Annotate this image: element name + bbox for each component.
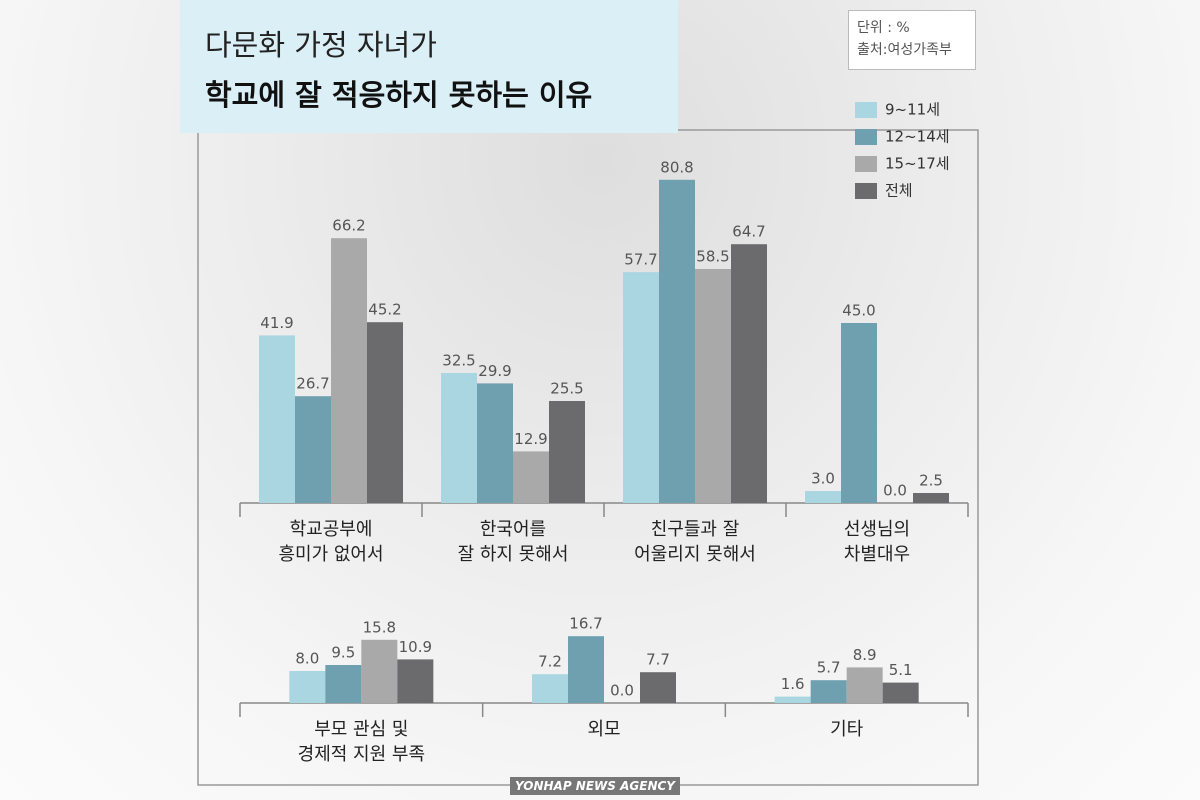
- data-label: 8.9: [853, 646, 877, 664]
- bar: [568, 636, 604, 703]
- data-label: 0.0: [883, 482, 907, 500]
- bar: [477, 383, 513, 503]
- unit-box: 단위 : % 출처:여성가족부: [848, 10, 976, 70]
- bar: [259, 335, 295, 503]
- legend-swatch: [855, 183, 877, 199]
- bar: [513, 451, 549, 503]
- bar: [882, 682, 919, 703]
- data-label: 5.1: [889, 661, 913, 679]
- data-label: 41.9: [260, 314, 293, 332]
- bar: [640, 672, 676, 703]
- title-box: [180, 0, 678, 133]
- bar: [810, 680, 847, 703]
- data-label: 25.5: [550, 380, 583, 398]
- data-label: 8.0: [295, 650, 319, 668]
- data-label: 7.7: [646, 651, 670, 669]
- data-label: 58.5: [696, 248, 729, 266]
- credit: YONHAP NEWS AGENCY: [510, 777, 680, 795]
- legend-swatch: [855, 102, 877, 118]
- legend-label: 15~17세: [885, 155, 950, 173]
- bar: [659, 179, 695, 504]
- data-label: 9.5: [331, 644, 355, 662]
- bar: [325, 665, 362, 703]
- bar: [846, 667, 883, 703]
- legend-label: 12~14세: [885, 128, 950, 146]
- data-label: 15.8: [363, 618, 396, 636]
- title-line: 다문화 가정 자녀가: [205, 28, 437, 62]
- data-label: 0.0: [610, 682, 634, 700]
- bar: [289, 671, 326, 703]
- x-tick-label: 선생님의 차별대우: [843, 519, 911, 565]
- legend-label: 전체: [885, 182, 913, 200]
- x-tick-label: 학교공부에 흥미가 없어서: [278, 519, 384, 565]
- bar: [397, 659, 434, 703]
- bar: [295, 396, 331, 503]
- source: 출처:여성가족부: [857, 42, 952, 58]
- data-label: 57.7: [624, 251, 657, 269]
- bar: [549, 401, 585, 503]
- x-tick-label: 외모: [587, 719, 621, 740]
- legend-swatch: [855, 156, 877, 172]
- bar: [361, 639, 398, 703]
- data-label: 12.9: [514, 430, 547, 448]
- bar: [623, 272, 659, 503]
- data-label: 1.6: [781, 675, 805, 693]
- data-label: 32.5: [442, 352, 475, 370]
- x-tick-label: 친구들과 잘 어울리지 못해서: [634, 519, 756, 565]
- data-label: 5.7: [817, 659, 841, 677]
- bar: [331, 238, 367, 503]
- x-tick-label: 기타: [830, 719, 864, 740]
- bar: [695, 269, 731, 503]
- legend-label: 9~11세: [885, 101, 940, 119]
- data-label: 45.0: [842, 302, 875, 320]
- x-tick-label: 부모 관심 및 경제적 지원 부족: [297, 719, 426, 765]
- bar: [841, 323, 877, 503]
- data-label: 64.7: [732, 223, 765, 241]
- data-label: 16.7: [569, 615, 602, 633]
- data-label: 10.9: [399, 638, 432, 656]
- data-label: 3.0: [811, 470, 835, 488]
- data-label: 80.8: [660, 158, 693, 176]
- title-line: 학교에 잘 적응하지 못하는 이유: [205, 78, 593, 112]
- x-tick-label: 한국어를 잘 하지 못해서: [457, 519, 569, 565]
- bar: [532, 674, 568, 703]
- data-label: 2.5: [919, 472, 943, 490]
- bar: [441, 373, 477, 503]
- data-label: 29.9: [478, 362, 511, 380]
- bar: [731, 244, 767, 503]
- data-label: 45.2: [368, 301, 401, 319]
- bar: [774, 696, 811, 703]
- bar: [367, 322, 403, 503]
- unit: 단위 : %: [857, 20, 910, 36]
- data-label: 66.2: [332, 217, 365, 235]
- bar: [805, 491, 841, 503]
- legend-swatch: [855, 129, 877, 145]
- data-label: 26.7: [296, 375, 329, 393]
- data-label: 7.2: [538, 653, 562, 671]
- bar: [913, 493, 949, 503]
